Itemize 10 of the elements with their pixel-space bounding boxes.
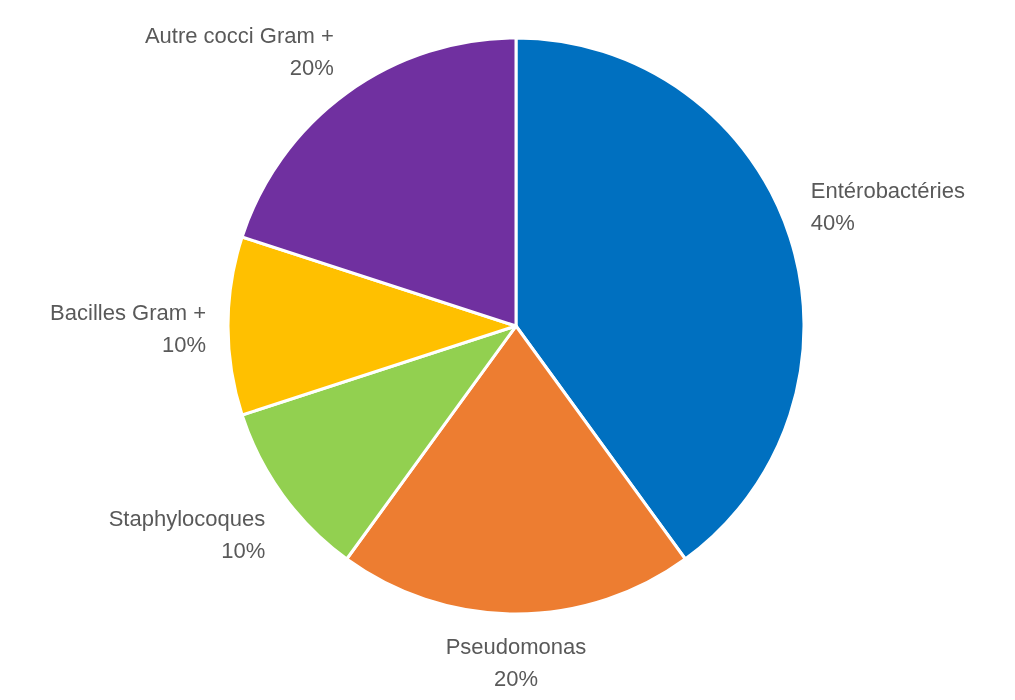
slice-label: Bacilles Gram + <box>50 300 206 325</box>
data-label: 40% <box>810 210 855 236</box>
slice-label: Entérobactéries <box>810 178 965 204</box>
slice-label: Staphylocoques <box>108 506 266 532</box>
data-label: 20% <box>289 55 334 81</box>
data-label: 20% <box>493 666 539 691</box>
slice-label: Autre cocci Gram + <box>144 23 334 49</box>
slice-label: Pseudomonas <box>445 634 587 659</box>
data-label: 10% <box>161 332 206 357</box>
data-label: 10% <box>221 538 266 564</box>
